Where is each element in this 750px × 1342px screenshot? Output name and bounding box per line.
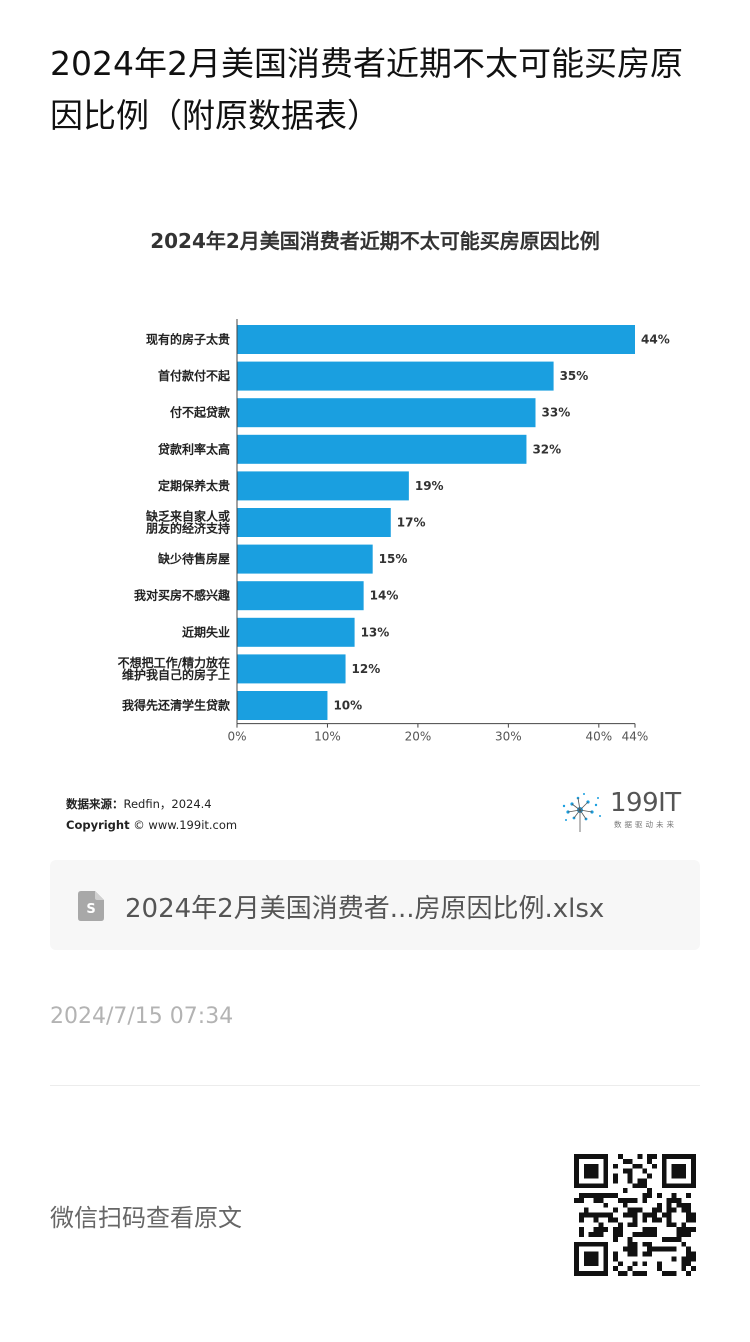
x-tick-label: 10%: [314, 730, 341, 744]
data-label: 32%: [532, 442, 561, 456]
category-label: 首付款付不起: [158, 368, 231, 383]
attachment-filename[interactable]: 2024年2月美国消费者...房原因比例.xlsx: [125, 894, 605, 924]
category-label: 近期失业: [182, 624, 230, 639]
bar-chart: 2024年2月美国消费者近期不太可能买房原因比例 44% 现有的房子太贵 35% 首付款…: [40, 200, 710, 850]
category-label: 缺乏来自家人或朋友的经济支持: [145, 509, 230, 536]
logo-subtext: 数据驱动未来: [614, 820, 677, 829]
bar: [237, 691, 328, 720]
x-tick-label: 0%: [227, 730, 246, 744]
page-title: 2024年2月美国消费者近期不太可能买房原因比例（附原数据表）: [50, 44, 683, 135]
data-label: 14%: [370, 589, 399, 603]
data-label: 12%: [352, 662, 381, 676]
bar: [237, 508, 391, 537]
data-label: 10%: [333, 699, 362, 713]
category-label: 我得先还清学生贷款: [122, 698, 231, 713]
qr-modules: [574, 1154, 696, 1276]
data-label: 35%: [560, 369, 589, 383]
bar: [237, 398, 536, 428]
bar: [237, 654, 346, 684]
category-label: 贷款利率太高: [158, 441, 230, 456]
chart-title: 2024年2月美国消费者近期不太可能买房原因比例: [150, 229, 600, 253]
data-label: 19%: [415, 479, 444, 493]
bar: [237, 325, 635, 354]
category-label: 不想把工作/精力放在维护我自己的房子上: [118, 655, 230, 682]
category-label: 现有的房子太贵: [146, 332, 230, 347]
attachment-card[interactable]: S 2024年2月美国消费者...房原因比例.xlsx: [50, 860, 700, 950]
bar: [237, 544, 373, 574]
divider: [50, 1085, 700, 1086]
bar: [237, 581, 364, 611]
svg-text:S: S: [86, 902, 95, 917]
data-label: 17%: [397, 516, 426, 530]
scan-prompt: 微信扫码查看原文: [50, 1204, 242, 1232]
data-label: 44%: [641, 333, 670, 347]
x-tick-label: 20%: [405, 730, 432, 744]
x-tick-label: 40%: [585, 730, 612, 744]
bar: [237, 617, 355, 647]
data-label: 33%: [542, 406, 571, 420]
bar: [237, 471, 409, 501]
bar: [237, 361, 554, 391]
category-label: 我对买房不感兴趣: [134, 588, 231, 603]
data-label: 15%: [379, 552, 408, 566]
category-label: 定期保养太贵: [158, 478, 230, 493]
qr-code-icon[interactable]: [574, 1154, 696, 1276]
copyright-label: Copyright: [66, 818, 130, 832]
source-label: 数据来源：: [66, 797, 124, 811]
x-tick-label: 44%: [622, 730, 649, 744]
category-label: 付不起贷款: [170, 405, 231, 420]
dandelion-logo-icon: [562, 793, 601, 832]
category-label: 缺少待售房屋: [158, 551, 230, 566]
copyright-value: © www.199it.com: [133, 818, 238, 832]
data-label: 13%: [361, 625, 390, 639]
chart-svg: 2024年2月美国消费者近期不太可能买房原因比例 44% 现有的房子太贵 35% 首付款…: [118, 229, 670, 744]
brand-logo: 199IT 数据驱动未来: [558, 786, 698, 836]
publish-timestamp: 2024/7/15 07:34: [50, 1004, 234, 1029]
source-value: Redfin，2024.4: [123, 797, 212, 811]
logo-text: 199IT: [610, 788, 681, 818]
spreadsheet-file-icon: S: [78, 891, 104, 921]
bar: [237, 434, 527, 464]
x-tick-label: 30%: [495, 730, 522, 744]
source-block: 数据来源：Redfin，2024.4 Copyright © www.199it…: [66, 794, 237, 836]
